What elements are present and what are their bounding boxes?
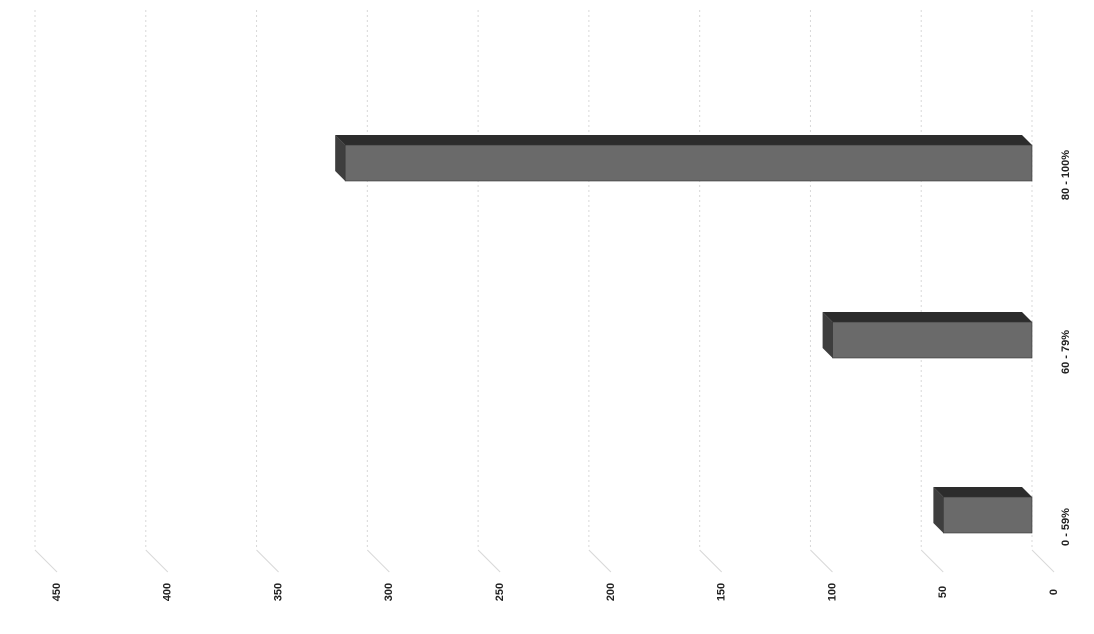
category-label: 0 - 59% [1060, 508, 1072, 546]
gridline-foot-450 [34, 549, 58, 573]
tick-label-150: 150 [716, 583, 728, 601]
tick-label-350: 350 [272, 583, 284, 601]
gridline-foot-300 [366, 549, 390, 573]
bar-end-face [335, 135, 346, 181]
bar-top-face [933, 487, 1032, 497]
gridline-foot-400 [145, 549, 169, 573]
tick-label-400: 400 [162, 583, 174, 601]
gridline-foot-0 [1031, 549, 1055, 573]
gridline-foot-100 [810, 549, 833, 573]
bar [832, 321, 1033, 359]
gridline-foot-150 [699, 549, 723, 573]
gridline-foot-200 [588, 549, 612, 573]
category-label: 60 - 79% [1060, 330, 1072, 374]
value-axis-ticks: 0 50 100 150 200 250 300 350 400 450 [51, 583, 1060, 601]
tick-label-250: 250 [494, 583, 506, 601]
gridlines [34, 10, 1055, 573]
bar-top-face [335, 135, 1033, 145]
tick-label-200: 200 [605, 583, 617, 601]
gridline-foot-250 [477, 549, 501, 573]
bar-end-face [822, 312, 833, 358]
bars [335, 135, 1033, 534]
category-label: 80 - 100% [1060, 150, 1072, 200]
tick-label-50: 50 [937, 586, 949, 598]
bar-top-face [822, 312, 1032, 322]
gridline-foot-350 [256, 549, 279, 573]
category-labels: 80 - 100% 60 - 79% 0 - 59% [1060, 150, 1072, 546]
gridline-foot-50 [920, 549, 944, 573]
bar [344, 144, 1033, 182]
bar [943, 496, 1033, 534]
bar-end-face [933, 487, 944, 533]
tick-label-300: 300 [383, 583, 395, 601]
tick-label-0: 0 [1048, 589, 1060, 595]
tick-label-450: 450 [51, 583, 63, 601]
tick-label-100: 100 [826, 583, 838, 601]
